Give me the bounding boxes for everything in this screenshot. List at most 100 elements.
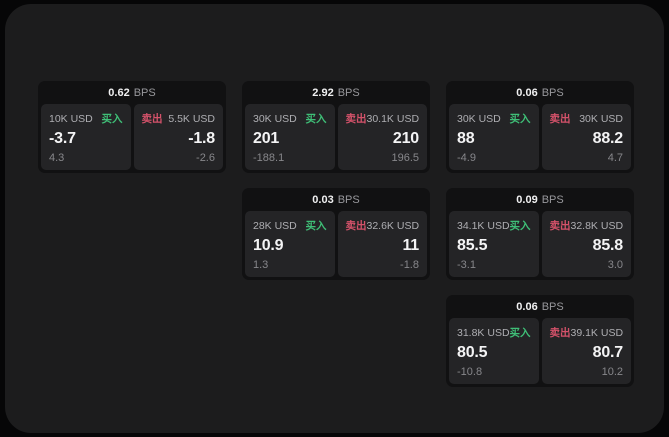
buy-amount: 31.8K USD: [457, 326, 510, 339]
sell-delta: 4.7: [607, 152, 623, 164]
sell-amount: 32.8K USD: [570, 219, 624, 232]
main-panel: 0.62 BPS 10K USD 买入 -3.7 4.3 卖出 5.5K USD: [5, 4, 664, 433]
buy-amount: 30K USD: [457, 112, 501, 125]
sell-price: 88.2: [592, 130, 624, 147]
quote-card-grid: 0.62 BPS 10K USD 买入 -3.7 4.3 卖出 5.5K USD: [38, 81, 634, 387]
buy-badge: 买入: [305, 220, 327, 232]
sell-badge: 卖出: [345, 113, 367, 125]
quote-card: 0.62 BPS 10K USD 买入 -3.7 4.3 卖出 5.5K USD: [38, 81, 226, 173]
buy-amount: 10K USD: [49, 112, 93, 125]
sell-price: 85.8: [592, 237, 624, 254]
buy-tile[interactable]: 30K USD 买入 201 -188.1: [245, 104, 335, 170]
buy-badge: 买入: [509, 220, 531, 232]
sell-tile[interactable]: 卖出 32.6K USD 11 -1.8: [337, 211, 427, 277]
sell-delta: 10.2: [601, 366, 623, 378]
card-body: 30K USD 买入 88 -4.9 卖出 30K USD 88.2 4.7: [446, 104, 634, 173]
buy-tile-top: 30K USD 买入: [457, 111, 531, 126]
quote-card: 0.06 BPS 30K USD 买入 88 -4.9 卖出 30K USD: [446, 81, 634, 173]
spread-unit-label: BPS: [337, 86, 360, 99]
spread-value: 0.62: [108, 86, 130, 99]
sell-amount: 30.1K USD: [366, 112, 420, 125]
sell-delta: -2.6: [196, 152, 215, 164]
buy-delta: 1.3: [253, 259, 269, 271]
buy-tile[interactable]: 31.8K USD 买入 80.5 -10.8: [449, 318, 539, 384]
spread-header: 0.09 BPS: [446, 188, 634, 211]
sell-price: 210: [392, 130, 419, 147]
card-body: 10K USD 买入 -3.7 4.3 卖出 5.5K USD -1.8 -2.…: [38, 104, 226, 173]
card-body: 31.8K USD 买入 80.5 -10.8 卖出 39.1K USD 80.…: [446, 318, 634, 387]
sell-amount: 32.6K USD: [366, 219, 420, 232]
spread-value: 0.03: [312, 193, 334, 206]
sell-price: -1.8: [188, 130, 215, 147]
buy-tile-top: 30K USD 买入: [253, 111, 327, 126]
sell-badge: 卖出: [549, 220, 571, 232]
buy-price: 201: [253, 130, 280, 147]
buy-tile-top: 34.1K USD 买入: [457, 218, 531, 233]
sell-tile[interactable]: 卖出 5.5K USD -1.8 -2.6: [133, 104, 223, 170]
sell-delta: 3.0: [607, 259, 623, 271]
spread-unit-label: BPS: [541, 300, 564, 313]
sell-tile-top: 卖出 32.8K USD: [550, 218, 624, 233]
buy-price: -3.7: [49, 130, 76, 147]
buy-amount: 30K USD: [253, 112, 297, 125]
sell-amount: 39.1K USD: [570, 326, 624, 339]
buy-tile-top: 10K USD 买入: [49, 111, 123, 126]
buy-badge: 买入: [509, 113, 531, 125]
spread-header: 0.03 BPS: [242, 188, 430, 211]
buy-tile[interactable]: 30K USD 买入 88 -4.9: [449, 104, 539, 170]
sell-tile[interactable]: 卖出 32.8K USD 85.8 3.0: [541, 211, 631, 277]
card-body: 34.1K USD 买入 85.5 -3.1 卖出 32.8K USD 85.8…: [446, 211, 634, 280]
spread-unit-label: BPS: [541, 193, 564, 206]
sell-badge: 卖出: [141, 113, 163, 125]
buy-delta: -188.1: [253, 152, 285, 164]
sell-badge: 卖出: [549, 327, 571, 339]
buy-price: 80.5: [457, 344, 488, 361]
sell-price: 11: [402, 237, 419, 254]
spread-value: 0.09: [516, 193, 538, 206]
buy-price: 85.5: [457, 237, 488, 254]
buy-delta: 4.3: [49, 152, 65, 164]
buy-delta: -4.9: [457, 152, 476, 164]
buy-tile[interactable]: 28K USD 买入 10.9 1.3: [245, 211, 335, 277]
sell-amount: 5.5K USD: [168, 112, 215, 125]
sell-tile[interactable]: 卖出 30K USD 88.2 4.7: [541, 104, 631, 170]
spread-value: 0.06: [516, 300, 538, 313]
sell-tile-top: 卖出 39.1K USD: [550, 325, 624, 340]
buy-amount: 34.1K USD: [457, 219, 510, 232]
quote-card: 0.03 BPS 28K USD 买入 10.9 1.3 卖出 32.6K US…: [242, 188, 430, 280]
buy-price: 88: [457, 130, 475, 147]
spread-header: 0.06 BPS: [446, 295, 634, 318]
spread-header: 0.06 BPS: [446, 81, 634, 104]
sell-tile-top: 卖出 32.6K USD: [346, 218, 420, 233]
spread-unit-label: BPS: [337, 193, 360, 206]
buy-badge: 买入: [509, 327, 531, 339]
buy-tile[interactable]: 10K USD 买入 -3.7 4.3: [41, 104, 131, 170]
spread-value: 0.06: [516, 86, 538, 99]
buy-badge: 买入: [305, 113, 327, 125]
buy-amount: 28K USD: [253, 219, 297, 232]
sell-tile-top: 卖出 5.5K USD: [142, 111, 216, 126]
buy-delta: -3.1: [457, 259, 476, 271]
sell-delta: 196.5: [391, 152, 419, 164]
quote-card: 2.92 BPS 30K USD 买入 201 -188.1 卖出 30.1K …: [242, 81, 430, 173]
card-body: 30K USD 买入 201 -188.1 卖出 30.1K USD 210 1…: [242, 104, 430, 173]
buy-badge: 买入: [101, 113, 123, 125]
buy-tile-top: 28K USD 买入: [253, 218, 327, 233]
sell-tile-top: 卖出 30K USD: [550, 111, 624, 126]
sell-tile[interactable]: 卖出 30.1K USD 210 196.5: [337, 104, 427, 170]
sell-badge: 卖出: [549, 113, 571, 125]
sell-tile[interactable]: 卖出 39.1K USD 80.7 10.2: [541, 318, 631, 384]
quote-card: 0.09 BPS 34.1K USD 买入 85.5 -3.1 卖出 32.8K…: [446, 188, 634, 280]
spread-value: 2.92: [312, 86, 334, 99]
sell-badge: 卖出: [345, 220, 367, 232]
sell-delta: -1.8: [400, 259, 419, 271]
buy-tile[interactable]: 34.1K USD 买入 85.5 -3.1: [449, 211, 539, 277]
spread-header: 2.92 BPS: [242, 81, 430, 104]
card-body: 28K USD 买入 10.9 1.3 卖出 32.6K USD 11 -1.8: [242, 211, 430, 280]
sell-price: 80.7: [592, 344, 624, 361]
sell-tile-top: 卖出 30.1K USD: [346, 111, 420, 126]
spread-unit-label: BPS: [541, 86, 564, 99]
buy-delta: -10.8: [457, 366, 483, 378]
buy-price: 10.9: [253, 237, 284, 254]
spread-unit-label: BPS: [133, 86, 156, 99]
